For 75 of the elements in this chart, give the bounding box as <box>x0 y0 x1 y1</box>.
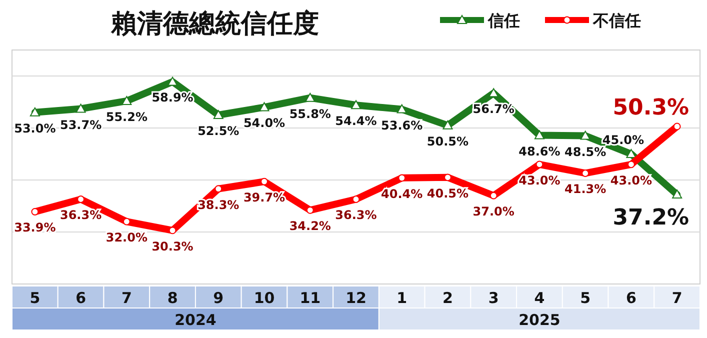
data-label: 53.7% <box>60 118 102 132</box>
point <box>442 120 453 130</box>
data-label: 32.0% <box>106 230 148 245</box>
data-label: 52.5% <box>198 124 240 138</box>
point <box>31 208 39 216</box>
chart-title: 賴清德總統信任度 <box>110 9 319 39</box>
point <box>490 192 498 200</box>
data-label: 48.6% <box>518 144 560 158</box>
point <box>122 218 130 226</box>
point <box>488 88 499 98</box>
legend-label: 不信任 <box>592 11 641 30</box>
data-label: 54.4% <box>335 114 377 128</box>
point <box>30 107 40 116</box>
x-tick-label: 6 <box>626 289 636 307</box>
point <box>396 104 407 114</box>
data-label: 37.2% <box>612 206 690 231</box>
x-tick-label: 5 <box>30 289 40 307</box>
point <box>398 174 406 182</box>
x-tick-label: 12 <box>346 289 366 307</box>
x-tick-label: 6 <box>76 289 86 307</box>
point <box>672 190 682 199</box>
data-label: 43.0% <box>610 173 652 188</box>
x-tick-label: 3 <box>488 289 499 307</box>
data-label: 53.0% <box>14 121 56 136</box>
x-tick-label: 7 <box>672 289 682 307</box>
point <box>534 130 544 140</box>
x-tick-label: 5 <box>580 289 591 307</box>
text: 2025 <box>518 311 560 329</box>
data-label: 37.0% <box>472 204 514 219</box>
data-label: 55.8% <box>289 106 331 121</box>
point <box>260 178 268 186</box>
point <box>580 130 590 140</box>
data-label: 43.0% <box>518 173 560 188</box>
point <box>444 174 452 182</box>
point <box>214 185 222 193</box>
point <box>628 160 635 168</box>
data-label: 33.9% <box>14 220 56 235</box>
x-tick-label: 9 <box>213 289 224 307</box>
data-label: 34.2% <box>289 219 331 234</box>
data-label: 39.7% <box>243 190 286 205</box>
data-label: 53.6% <box>381 118 423 132</box>
legend-label: 信任 <box>487 11 520 30</box>
point <box>673 122 681 130</box>
x-tick-label: 8 <box>167 289 178 307</box>
point <box>77 196 84 203</box>
x-tick-label: 7 <box>121 289 132 307</box>
data-label: 45.0% <box>602 133 644 147</box>
point <box>352 196 360 203</box>
point <box>213 110 224 119</box>
point <box>351 100 361 110</box>
point <box>259 102 270 112</box>
point <box>305 92 316 102</box>
data-label: 50.5% <box>426 134 469 148</box>
data-label: 55.2% <box>106 110 148 124</box>
x-tick-label: 11 <box>300 289 321 307</box>
data-label: 48.5% <box>564 144 606 159</box>
data-label: 54.0% <box>243 116 286 130</box>
text: 2024 <box>174 311 216 329</box>
point <box>536 160 544 168</box>
x-tick-label: 10 <box>254 289 275 307</box>
data-label: 36.3% <box>335 208 377 222</box>
point <box>122 96 132 105</box>
data-label: 36.3% <box>60 208 102 222</box>
point <box>168 226 176 234</box>
point <box>76 104 86 113</box>
x-tick-label: 2 <box>442 289 453 307</box>
data-label: 40.5% <box>426 186 469 200</box>
x-tick-label: 1 <box>396 289 408 307</box>
data-label: 40.4% <box>381 186 423 201</box>
point <box>168 76 178 86</box>
data-label: 41.3% <box>564 182 606 196</box>
x-tick-label: 4 <box>534 289 545 307</box>
data-label: 30.3% <box>152 239 194 254</box>
data-label: 50.3% <box>612 95 690 120</box>
point <box>626 149 636 158</box>
